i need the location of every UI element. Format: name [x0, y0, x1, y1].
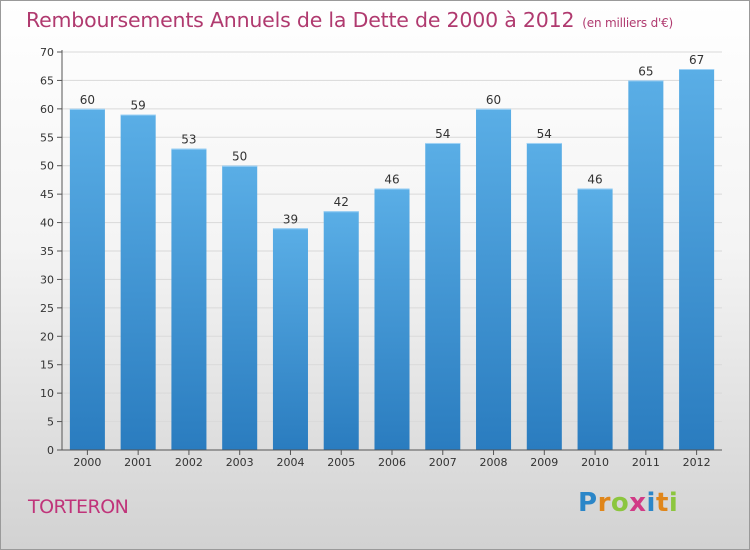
bar [577, 188, 613, 450]
x-tick-label: 2002 [175, 456, 203, 469]
data-label: 39 [283, 212, 298, 226]
logo-letter: i [668, 488, 679, 518]
chart-unit-label: (en milliers d'€) [582, 16, 674, 30]
x-tick-label: 2008 [480, 456, 508, 469]
data-label: 46 [384, 172, 399, 186]
logo-letter: P [578, 488, 598, 518]
bar [476, 108, 512, 450]
bar [323, 211, 359, 450]
bar [526, 142, 562, 450]
proxiti-logo: Proxiti [578, 488, 678, 518]
y-tick-label: 40 [40, 217, 54, 230]
data-label: 53 [181, 133, 196, 147]
x-tick-label: 2005 [327, 456, 355, 469]
logo-letter: i [646, 488, 656, 518]
bar [171, 148, 207, 450]
y-tick-label: 45 [40, 188, 54, 201]
y-tick-label: 50 [40, 160, 54, 173]
logo-letter: o [610, 488, 630, 518]
logo-letter: t [655, 488, 669, 518]
bars: 60 59 53 50 39 42 46 54 60 54 46 65 67 [69, 53, 715, 451]
x-tick-label: 2012 [683, 456, 711, 469]
data-label: 65 [638, 64, 653, 78]
logo-letter: r [597, 488, 611, 518]
x-tick-label: 2009 [530, 456, 558, 469]
data-label: 67 [689, 53, 704, 67]
y-tick-label: 35 [40, 245, 54, 258]
bar [272, 228, 308, 450]
logo-letter: x [629, 488, 647, 518]
data-label: 60 [486, 93, 501, 107]
bar [628, 80, 664, 450]
y-tick-label: 70 [40, 46, 54, 59]
bar [679, 69, 715, 451]
data-label: 50 [232, 150, 247, 164]
commune-name: TORTERON [28, 496, 129, 518]
y-tick-label: 60 [40, 103, 54, 116]
y-tick-label: 10 [40, 387, 54, 400]
x-tick-label: 2010 [581, 456, 609, 469]
x-tick-label: 2007 [429, 456, 457, 469]
bar [374, 188, 410, 450]
bar [222, 165, 258, 450]
x-tick-label: 2003 [226, 456, 254, 469]
x-tick-label: 2011 [632, 456, 660, 469]
chart-title-text: Remboursements Annuels de la Dette de 20… [26, 8, 575, 32]
y-tick-label: 20 [40, 330, 54, 343]
bar [425, 142, 461, 450]
data-label: 59 [131, 99, 146, 113]
data-label: 42 [334, 195, 349, 209]
y-tick-label: 65 [40, 74, 54, 87]
y-tick-label: 5 [47, 416, 54, 429]
bar [69, 108, 105, 450]
x-tick-label: 2006 [378, 456, 406, 469]
chart-title: Remboursements Annuels de la Dette de 20… [26, 8, 673, 32]
axes: 0 5 10 15 20 25 30 35 40 45 50 55 60 65 70 2000 2001 2002… [40, 46, 722, 469]
y-tick-label: 0 [47, 444, 54, 457]
x-tick-label: 2000 [73, 456, 101, 469]
x-tick-label: 2001 [124, 456, 152, 469]
data-label: 46 [587, 172, 602, 186]
y-tick-label: 25 [40, 302, 54, 315]
x-tick-label: 2004 [276, 456, 304, 469]
y-tick-label: 30 [40, 273, 54, 286]
bar [120, 114, 156, 451]
y-tick-label: 55 [40, 131, 54, 144]
y-tick-label: 15 [40, 359, 54, 372]
data-label: 54 [537, 127, 552, 141]
data-label: 54 [435, 127, 450, 141]
data-label: 60 [80, 93, 95, 107]
